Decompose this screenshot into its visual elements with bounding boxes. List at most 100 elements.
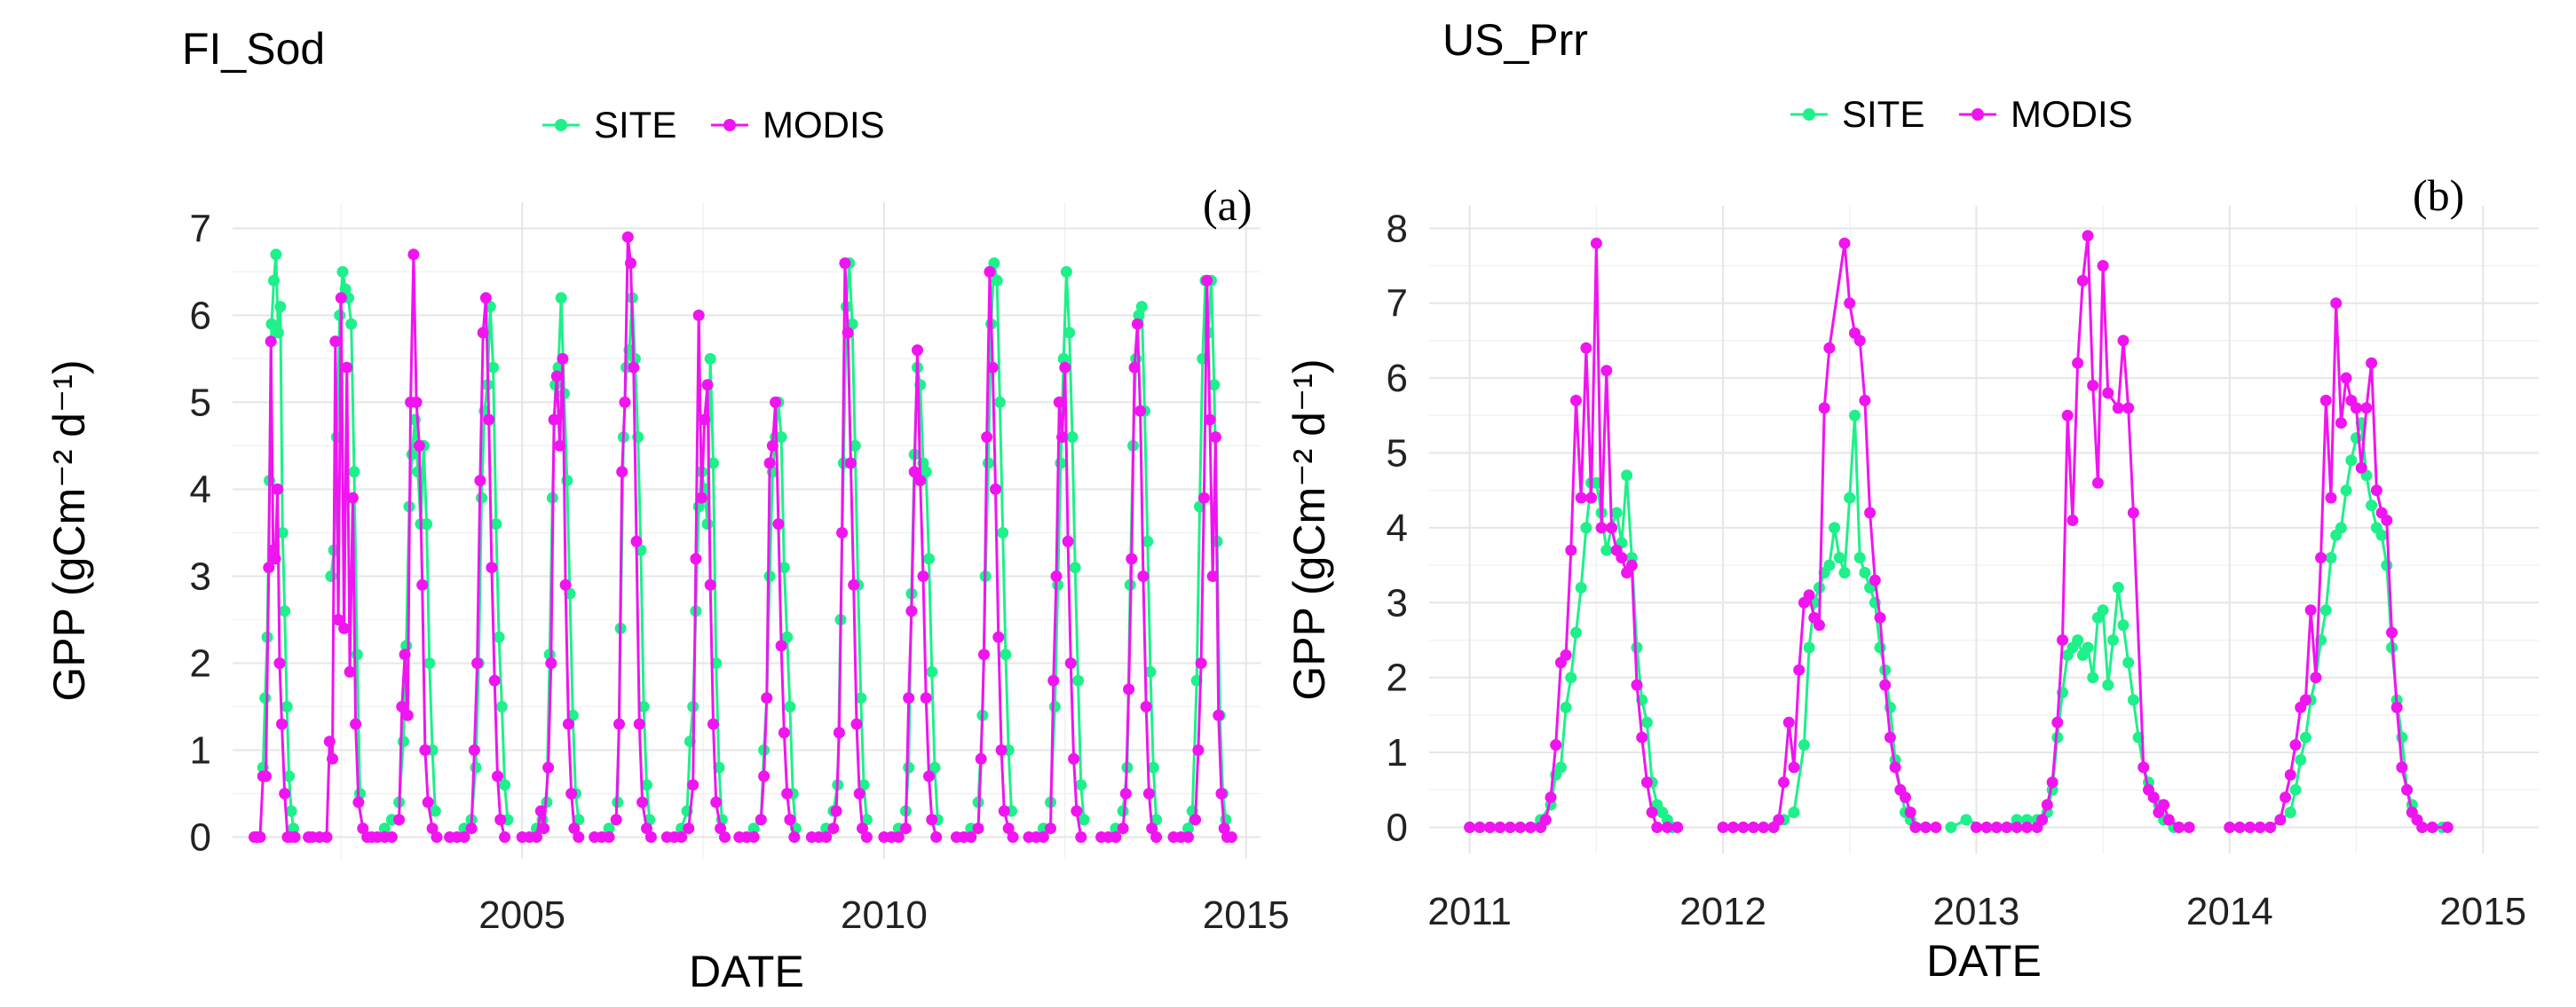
- data-point: [573, 814, 585, 826]
- data-point: [923, 553, 935, 565]
- data-point: [613, 718, 625, 730]
- data-point: [1117, 822, 1129, 835]
- data-point: [975, 752, 987, 765]
- data-point: [260, 770, 272, 783]
- data-point: [761, 692, 773, 704]
- data-point: [1206, 570, 1219, 582]
- panel-title: FI_Sod: [182, 24, 325, 74]
- series-modis: [249, 231, 1237, 843]
- data-point: [1823, 342, 1836, 354]
- data-point: [565, 788, 578, 799]
- y-tick-label: 7: [1387, 282, 1408, 326]
- data-point: [474, 475, 486, 487]
- data-point: [495, 701, 508, 712]
- data-point: [2315, 552, 2327, 564]
- data-point: [704, 352, 716, 365]
- data-point: [1150, 831, 1163, 843]
- data-point: [2046, 776, 2058, 789]
- data-point: [488, 674, 501, 687]
- data-point: [2289, 739, 2302, 751]
- data-point: [499, 831, 511, 843]
- data-point: [1474, 822, 1486, 833]
- data-point: [1504, 822, 1516, 833]
- data-point: [1078, 814, 1090, 826]
- data-point: [1075, 779, 1087, 791]
- data-point: [699, 413, 711, 426]
- data-point: [1494, 822, 1506, 833]
- data-point: [747, 822, 760, 835]
- data-point: [1747, 822, 1759, 833]
- data-point: [283, 770, 296, 783]
- data-point: [2072, 357, 2084, 369]
- data-point: [2274, 814, 2287, 826]
- data-point: [2340, 372, 2352, 384]
- data-point: [1869, 574, 1881, 586]
- data-point: [1717, 822, 1729, 833]
- data-point: [2072, 634, 2084, 646]
- data-point: [1575, 581, 1587, 594]
- data-point: [2304, 604, 2317, 617]
- data-point: [1838, 567, 1851, 578]
- data-point: [1945, 822, 1957, 833]
- data-point: [1600, 365, 1613, 377]
- data-point: [2390, 701, 2403, 713]
- data-point: [401, 709, 414, 721]
- data-point: [2127, 694, 2139, 706]
- data-point: [1788, 806, 1800, 819]
- data-point: [1930, 822, 1942, 833]
- data-point: [329, 335, 342, 348]
- data-point: [531, 831, 542, 843]
- data-point: [2057, 634, 2068, 646]
- data-point: [892, 831, 905, 843]
- data-point: [683, 822, 695, 835]
- data-point: [254, 831, 266, 843]
- data-point: [2082, 230, 2094, 242]
- data-point: [1798, 739, 1810, 751]
- data-point: [1131, 318, 1143, 330]
- data-point: [692, 309, 705, 321]
- data-point: [784, 701, 796, 712]
- data-point: [288, 822, 299, 835]
- data-point: [272, 483, 284, 495]
- data-point: [1201, 274, 1213, 287]
- data-point: [923, 770, 935, 783]
- data-point: [2319, 604, 2332, 617]
- data-point: [357, 822, 369, 835]
- data-point: [1859, 394, 1871, 406]
- data-point: [701, 379, 714, 391]
- data-point: [1853, 552, 1866, 564]
- data-point: [1661, 822, 1673, 833]
- data-point: [755, 814, 767, 826]
- data-point: [2173, 822, 2185, 833]
- data-point: [1727, 822, 1739, 833]
- data-point: [2254, 822, 2266, 833]
- data-point: [345, 318, 358, 330]
- data-point: [1610, 507, 1623, 519]
- data-point: [1140, 701, 1152, 712]
- data-point: [339, 283, 352, 295]
- data-point: [1813, 619, 1825, 632]
- data-point: [1823, 559, 1836, 571]
- data-point: [991, 274, 1003, 287]
- data-point: [995, 744, 1007, 756]
- data-point: [972, 822, 984, 835]
- data-point: [1071, 805, 1083, 817]
- data-point: [850, 718, 863, 730]
- data-point: [687, 779, 699, 791]
- data-point: [1651, 822, 1663, 833]
- data-point: [1889, 761, 1901, 774]
- data-point: [905, 605, 918, 618]
- data-point: [341, 361, 353, 374]
- data-point: [555, 292, 567, 304]
- data-point: [2386, 626, 2398, 639]
- data-point: [715, 822, 727, 835]
- data-point: [630, 535, 643, 547]
- data-point: [494, 814, 507, 826]
- data-point: [781, 631, 794, 643]
- legend-label: SITE: [1842, 93, 1924, 135]
- data-point: [573, 831, 585, 843]
- data-point: [1793, 664, 1806, 676]
- data-point: [1600, 544, 1613, 556]
- data-point: [2381, 559, 2393, 571]
- data-point: [770, 396, 782, 408]
